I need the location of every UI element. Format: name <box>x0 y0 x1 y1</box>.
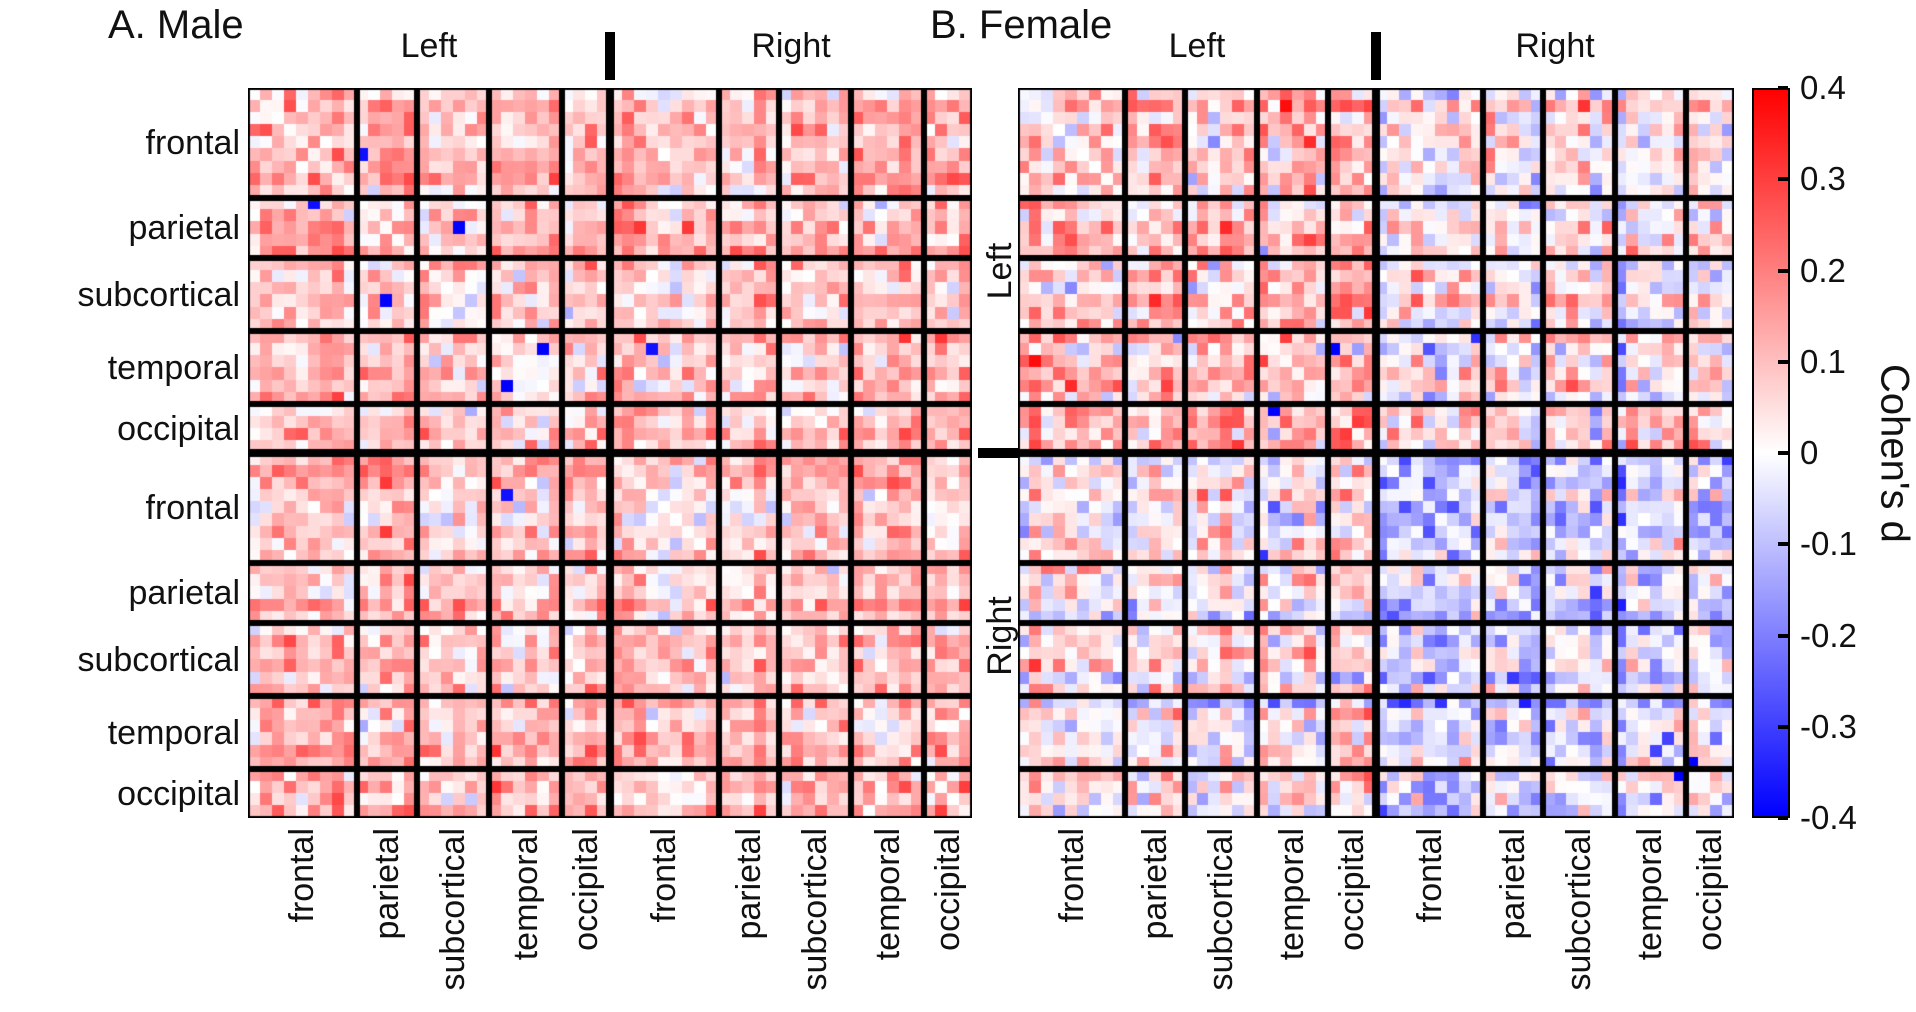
col-label-a-right-temporal: temporal <box>868 828 907 961</box>
colorbar-tick--0.1: -0.1 <box>1800 525 1857 563</box>
col-label-b-left-frontal: frontal <box>1052 828 1091 923</box>
colorbar-tickmark-0.3 <box>1778 177 1788 182</box>
col-label-a-right-parietal: parietal <box>729 828 768 940</box>
col-label-a-left-parietal: parietal <box>367 828 406 940</box>
col-label-b-left-subcortical: subcortical <box>1201 828 1240 991</box>
colorbar-tick--0.2: -0.2 <box>1800 616 1857 654</box>
row-label-right-frontal: frontal <box>145 488 241 527</box>
col-label-a-left-subcortical: subcortical <box>434 828 473 991</box>
panel-title-male: A. Male <box>108 3 244 47</box>
colorbar-tickmark-0 <box>1778 451 1788 455</box>
colorbar-tickmark--0.3 <box>1778 724 1788 729</box>
col-label-a-right-subcortical: subcortical <box>796 828 835 991</box>
row-label-right-occipital: occipital <box>117 774 240 813</box>
colorbar-tick-0.2: 0.2 <box>1800 251 1846 289</box>
colorbar-tick-0.1: 0.1 <box>1800 342 1846 380</box>
colorbar-tick--0.3: -0.3 <box>1800 707 1857 745</box>
col-label-b-right-frontal: frontal <box>1410 828 1449 923</box>
colorbar-tickmark--0.2 <box>1778 633 1788 638</box>
colorbar-tickmark--0.4 <box>1778 816 1788 820</box>
row-label-left-parietal: parietal <box>128 208 240 247</box>
col-label-b-right-temporal: temporal <box>1631 828 1670 961</box>
colorbar-axis-label: Cohen's d <box>1872 363 1916 543</box>
heatmap-female <box>1018 88 1734 818</box>
colorbar-tick-0: 0 <box>1800 434 1819 471</box>
col-label-a-left-temporal: temporal <box>506 828 545 961</box>
col-label-a-left-frontal: frontal <box>283 828 322 923</box>
colorbar-tick--0.4: -0.4 <box>1800 799 1857 836</box>
col-label-b-left-temporal: temporal <box>1273 828 1312 961</box>
colorbar-tickmark-0.2 <box>1778 268 1788 273</box>
hemisphere-divider-tick-side-b <box>978 448 1020 458</box>
hemisphere-divider-tick-top-b <box>1371 32 1381 80</box>
hemisphere-label-top-left-a: Left <box>400 27 458 65</box>
col-label-b-left-parietal: parietal <box>1136 828 1175 940</box>
colorbar-tickmark-0.4 <box>1778 86 1788 90</box>
row-label-right-temporal: temporal <box>107 713 240 752</box>
col-label-a-right-occipital: occipital <box>928 828 967 951</box>
hemisphere-divider-tick-top-a <box>605 32 615 80</box>
hemisphere-label-side-right: Right <box>981 595 1019 676</box>
row-label-right-parietal: parietal <box>128 573 240 612</box>
col-label-b-right-occipital: occipital <box>1691 828 1730 951</box>
panel-title-female: B. Female <box>930 3 1113 47</box>
colorbar-tick-0.4: 0.4 <box>1800 69 1846 106</box>
row-label-left-occipital: occipital <box>117 409 240 448</box>
col-label-b-left-occipital: occipital <box>1333 828 1372 951</box>
hemisphere-label-top-right-b: Right <box>1515 27 1595 65</box>
hemisphere-label-top-right-a: Right <box>751 27 831 65</box>
row-label-right-subcortical: subcortical <box>77 640 240 679</box>
col-label-a-left-occipital: occipital <box>566 828 605 951</box>
hemisphere-label-side-left: Left <box>981 242 1019 299</box>
col-label-b-right-subcortical: subcortical <box>1559 828 1598 991</box>
col-label-a-right-frontal: frontal <box>645 828 684 923</box>
colorbar-tickmark--0.1 <box>1778 542 1788 547</box>
col-label-b-right-parietal: parietal <box>1494 828 1533 940</box>
row-label-left-frontal: frontal <box>145 123 241 162</box>
heatmap-male <box>248 88 972 818</box>
colorbar-tick-0.3: 0.3 <box>1800 160 1846 198</box>
colorbar-tickmark-0.1 <box>1778 359 1788 364</box>
hemisphere-label-top-left-b: Left <box>1168 27 1226 65</box>
row-label-left-subcortical: subcortical <box>77 275 240 314</box>
row-label-left-temporal: temporal <box>107 348 240 387</box>
